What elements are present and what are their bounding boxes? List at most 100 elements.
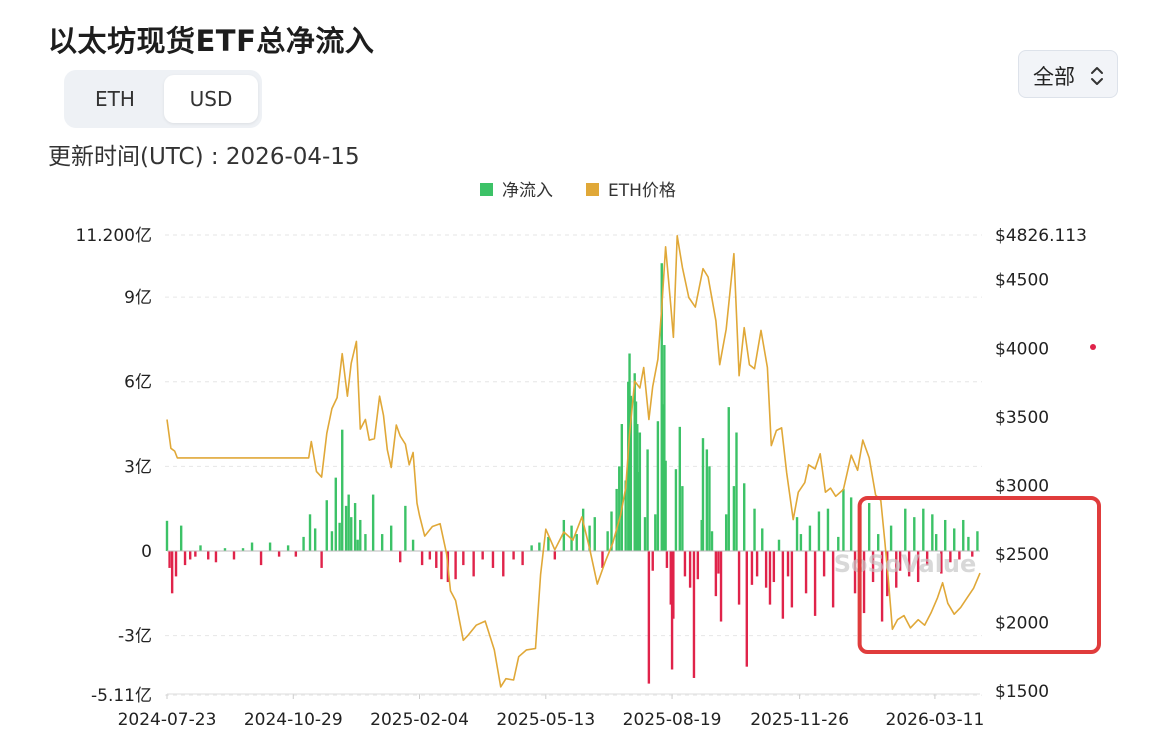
flow-bar — [813, 551, 817, 616]
flow-bar — [953, 528, 956, 551]
flow-bar — [624, 480, 627, 551]
flow-bar — [877, 534, 880, 551]
flow-bar — [670, 551, 674, 670]
flow-bar — [581, 508, 585, 551]
flow-bar — [472, 551, 475, 577]
y-right-tick-label: $1500 — [995, 682, 1049, 702]
flow-bar — [194, 551, 197, 557]
eth-unit-button[interactable]: ETH — [95, 87, 135, 111]
flow-bar — [320, 551, 323, 568]
flow-bar — [399, 551, 402, 563]
flow-bar — [440, 551, 443, 580]
flow-bar — [688, 551, 692, 588]
flow-bar — [922, 508, 925, 551]
flow-bar — [660, 263, 663, 551]
flow-bar — [808, 525, 812, 551]
flow-bar — [601, 551, 604, 568]
flow-bar — [411, 539, 415, 551]
flow-bar — [916, 551, 920, 583]
flow-bar — [338, 522, 341, 551]
flow-bar — [325, 500, 328, 551]
flow-bar — [853, 551, 857, 594]
flow-bar — [745, 551, 748, 667]
flow-bar — [620, 424, 624, 551]
flow-bar — [934, 534, 938, 551]
flow-bar — [683, 551, 687, 577]
flow-bar — [669, 551, 672, 605]
flow-bar — [454, 551, 457, 580]
y-left-tick-label: -5.11亿 — [91, 686, 152, 706]
flow-bar — [628, 353, 631, 551]
flow-bar — [428, 551, 432, 560]
y-left-tick-label: -3亿 — [118, 627, 152, 647]
flow-bar — [435, 551, 438, 568]
x-tick-label: 2024-10-29 — [244, 710, 343, 730]
flow-bar — [913, 517, 916, 551]
flow-bar — [786, 551, 790, 577]
flow-bar — [717, 551, 720, 574]
flow-bar — [637, 472, 640, 551]
flow-bar — [286, 545, 290, 551]
flow-bar — [521, 551, 524, 566]
updated-time: 更新时间(UTC) : 2026-04-15 — [48, 144, 360, 170]
flow-bar — [241, 548, 245, 551]
flow-bar — [183, 551, 187, 566]
x-tick-label: 2025-08-19 — [623, 710, 722, 730]
legend-swatch-inflow — [480, 183, 493, 196]
flow-bar — [925, 551, 929, 566]
flow-bar — [359, 519, 362, 551]
flow-bar — [294, 551, 298, 557]
flow-bar — [347, 494, 350, 551]
flow-bar — [353, 503, 357, 551]
flow-bar — [976, 531, 979, 551]
flow-bar — [268, 542, 272, 551]
flow-bar — [755, 551, 759, 577]
y-right-tick-label: $3500 — [995, 408, 1049, 428]
flow-bar — [364, 534, 367, 551]
flow-bar — [768, 551, 772, 605]
flow-bar — [842, 488, 845, 551]
y-left-tick-label: 0 — [141, 542, 152, 562]
flow-bar — [553, 551, 557, 560]
flow-bar — [674, 469, 678, 551]
flow-bar — [350, 517, 353, 551]
flow-bar — [170, 551, 174, 594]
flow-bar — [538, 542, 541, 551]
flow-bar — [862, 551, 866, 614]
x-tick-label: 2024-07-23 — [118, 710, 217, 730]
flow-bar — [341, 429, 344, 551]
x-tick-label: 2025-05-13 — [496, 710, 595, 730]
y-left-tick-label: 11.200亿 — [76, 226, 152, 246]
flow-bar — [654, 514, 657, 551]
flow-bar — [701, 438, 705, 551]
flow-bar — [462, 551, 465, 566]
y-right-tick-label: $4826.113 — [995, 226, 1087, 246]
flow-bar — [817, 511, 821, 551]
flow-bar — [647, 551, 651, 684]
flow-bar — [732, 486, 736, 551]
flow-bar — [232, 551, 236, 560]
flow-bar — [168, 551, 171, 568]
flow-bar — [705, 449, 709, 551]
unit-toggle: ETH USD — [64, 70, 262, 128]
flow-bar — [737, 551, 741, 605]
flow-bar — [708, 466, 711, 551]
flow-bar — [777, 539, 781, 551]
y-left-tick-label: 3亿 — [124, 457, 152, 477]
flow-bar — [174, 551, 178, 577]
flow-bar — [380, 534, 384, 551]
flow-bar — [547, 536, 550, 551]
legend-item-price[interactable]: ETH价格 — [586, 176, 676, 201]
flow-bar — [610, 511, 613, 551]
time-range-select[interactable]: 全部 — [1018, 50, 1118, 98]
flow-bar — [681, 486, 684, 551]
flow-bar — [179, 525, 183, 551]
flow-bar — [661, 404, 665, 551]
usd-unit-button[interactable]: USD — [164, 75, 258, 123]
flow-bar — [330, 531, 334, 551]
legend-item-inflow[interactable]: 净流入 — [480, 176, 553, 201]
flow-bar — [799, 534, 803, 551]
flow-bar — [724, 514, 728, 551]
flow-bar — [904, 508, 907, 551]
flow-bar — [646, 449, 649, 551]
